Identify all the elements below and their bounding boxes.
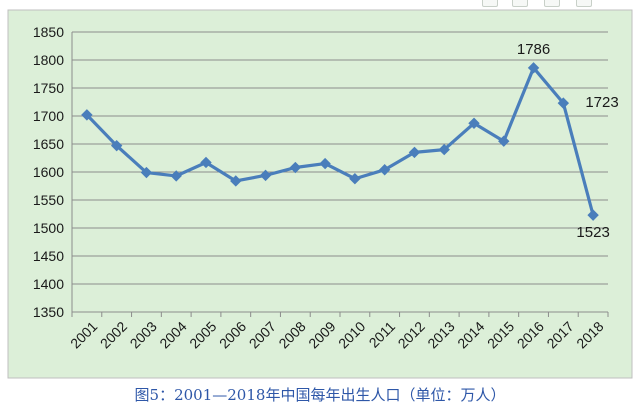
data-point <box>170 170 182 182</box>
data-point <box>259 169 272 182</box>
toolbar-strip <box>476 0 640 8</box>
data-label: 1786 <box>517 41 550 58</box>
data-point <box>498 135 510 147</box>
data-point <box>200 156 212 169</box>
toolbar-icon-3[interactable] <box>544 0 560 7</box>
y-tick-label: 1550 <box>33 192 64 208</box>
data-point <box>110 139 123 152</box>
y-tick-label: 1400 <box>33 276 64 292</box>
y-tick-label: 1450 <box>33 248 64 264</box>
data-point <box>408 146 421 159</box>
data-point <box>468 117 480 129</box>
data-point <box>438 143 450 156</box>
y-tick-label: 1600 <box>33 164 64 180</box>
chart-caption: 图5：2001—2018年中国每年出生人口（单位：万人） <box>134 386 506 404</box>
toolbar-icon-2[interactable] <box>512 0 528 7</box>
y-tick-label: 1850 <box>33 24 64 40</box>
data-label: 1723 <box>585 94 618 111</box>
chart: 1350 1400 1450 1500 1550 1600 1650 1700 1750 1800… <box>7 9 633 379</box>
data-point <box>349 173 361 185</box>
chart-frame: 1350 1400 1450 1500 1550 1600 1650 1700 1750 1800… <box>7 9 633 379</box>
y-tick-label: 1800 <box>33 52 64 68</box>
data-point <box>527 62 540 74</box>
toolbar-icon-4[interactable] <box>576 0 592 7</box>
y-tick-label: 1650 <box>33 136 64 152</box>
data-point <box>289 161 302 174</box>
y-tick-label: 1500 <box>33 220 64 236</box>
data-point <box>230 175 242 187</box>
toolbar-icon-1[interactable] <box>482 0 498 7</box>
data-label: 1523 <box>576 224 609 241</box>
y-tick-label: 1350 <box>33 304 64 320</box>
data-point <box>378 164 391 176</box>
y-tick-label: 1750 <box>33 80 64 96</box>
y-tick-label: 1700 <box>33 108 64 124</box>
chart-background <box>7 9 633 379</box>
data-point <box>140 166 153 179</box>
data-point <box>587 209 599 221</box>
data-point <box>557 97 570 109</box>
data-point <box>319 157 331 170</box>
data-point <box>81 109 93 121</box>
